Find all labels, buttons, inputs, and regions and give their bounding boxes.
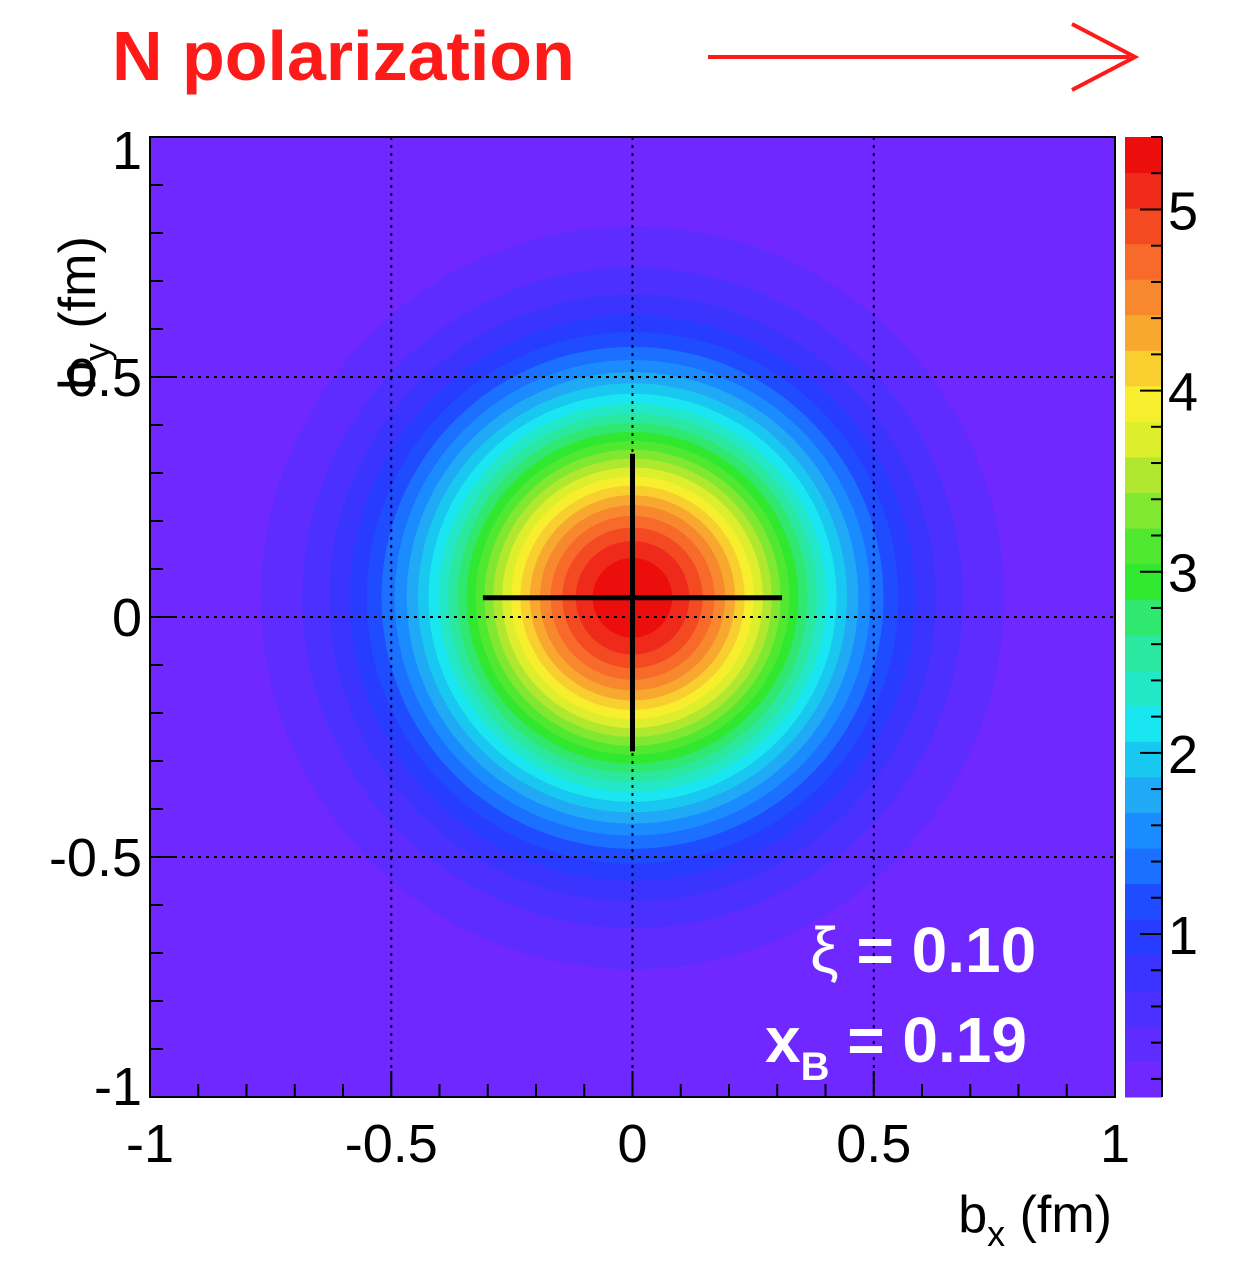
color-bar-tick-label: 5: [1168, 181, 1198, 241]
color-bar-segment: [1125, 919, 1162, 956]
color-bar-segment: [1125, 314, 1162, 351]
x-tick-label: -0.5: [345, 1114, 438, 1174]
color-bar-segment: [1125, 848, 1162, 885]
xi-value: = 0.10: [839, 914, 1037, 986]
x-axis-title-unit: (fm): [1005, 1186, 1112, 1244]
x-axis-title-main: b: [958, 1186, 987, 1244]
y-tick-label: 1: [112, 121, 142, 181]
y-tick-labels: -1 -0.5 0 0.5 1: [49, 121, 142, 1117]
color-bar-segment: [1125, 563, 1162, 600]
title-arrow: [708, 22, 1140, 92]
color-bar-segment: [1125, 528, 1162, 565]
axis-ticks: [149, 136, 1116, 1098]
x-tick-label: 0: [617, 1114, 647, 1174]
x-tick-labels: -1 -0.5 0 0.5 1: [126, 1114, 1130, 1174]
color-bar-segment: [1125, 634, 1162, 671]
y-tick-label: 0.5: [67, 348, 142, 408]
color-bar-segment: [1125, 279, 1162, 316]
xb-annotation: xB = 0.19: [765, 1004, 1027, 1089]
x-axis-title: bx (fm): [958, 1186, 1112, 1254]
color-bar-segment: [1125, 705, 1162, 742]
y-axis-title-unit: (fm): [49, 236, 107, 343]
grid-lines: [150, 137, 1115, 1097]
centroid-cross: [482, 453, 783, 752]
y-tick-label: -0.5: [49, 828, 142, 888]
y-tick-label: -1: [94, 1057, 142, 1117]
x-tick-label: -1: [126, 1114, 174, 1174]
x-tick-label: 0.5: [836, 1114, 911, 1174]
color-bar-segment: [1125, 243, 1162, 280]
xi-annotation: ξ = 0.10: [810, 914, 1036, 986]
color-bar-segment: [1125, 812, 1162, 849]
color-bar-segment: [1125, 350, 1162, 387]
color-bar-segment: [1125, 208, 1162, 245]
color-bar-tick-label: 2: [1168, 725, 1198, 785]
color-bar-segment: [1125, 670, 1162, 707]
color-bar-segment: [1125, 990, 1162, 1027]
color-bar-segment: [1125, 492, 1162, 529]
xb-value: = 0.19: [829, 1004, 1027, 1076]
color-bar-segment: [1125, 137, 1162, 174]
x-axis-title-sub: x: [987, 1213, 1005, 1254]
color-bar-segment: [1125, 954, 1162, 991]
y-tick-label: 0: [112, 588, 142, 648]
color-bar-tick-label: 4: [1168, 363, 1198, 423]
color-bar-segment: [1125, 172, 1162, 209]
color-bar-ticks: 1 2 3 4 5: [1140, 136, 1198, 1080]
xi-symbol: ξ: [810, 914, 839, 986]
color-bar-tick-label: 1: [1168, 906, 1198, 966]
y-axis-title-main: b: [49, 361, 107, 390]
color-bar-segment: [1125, 385, 1162, 422]
y-axis-title: by (fm): [49, 236, 117, 390]
color-bar-tick-label: 3: [1168, 544, 1198, 604]
color-bar-segment: [1125, 883, 1162, 920]
chart-title: N polarization: [112, 17, 575, 95]
xb-main: x: [765, 1004, 801, 1076]
color-bar-segment: [1125, 1025, 1162, 1062]
xb-sub: B: [801, 1045, 830, 1089]
color-bar-segment: [1125, 599, 1162, 636]
x-tick-label: 1: [1100, 1114, 1130, 1174]
color-bar-segment: [1125, 741, 1162, 778]
y-axis-title-sub: y: [76, 343, 117, 361]
color-bar-segment: [1125, 777, 1162, 814]
